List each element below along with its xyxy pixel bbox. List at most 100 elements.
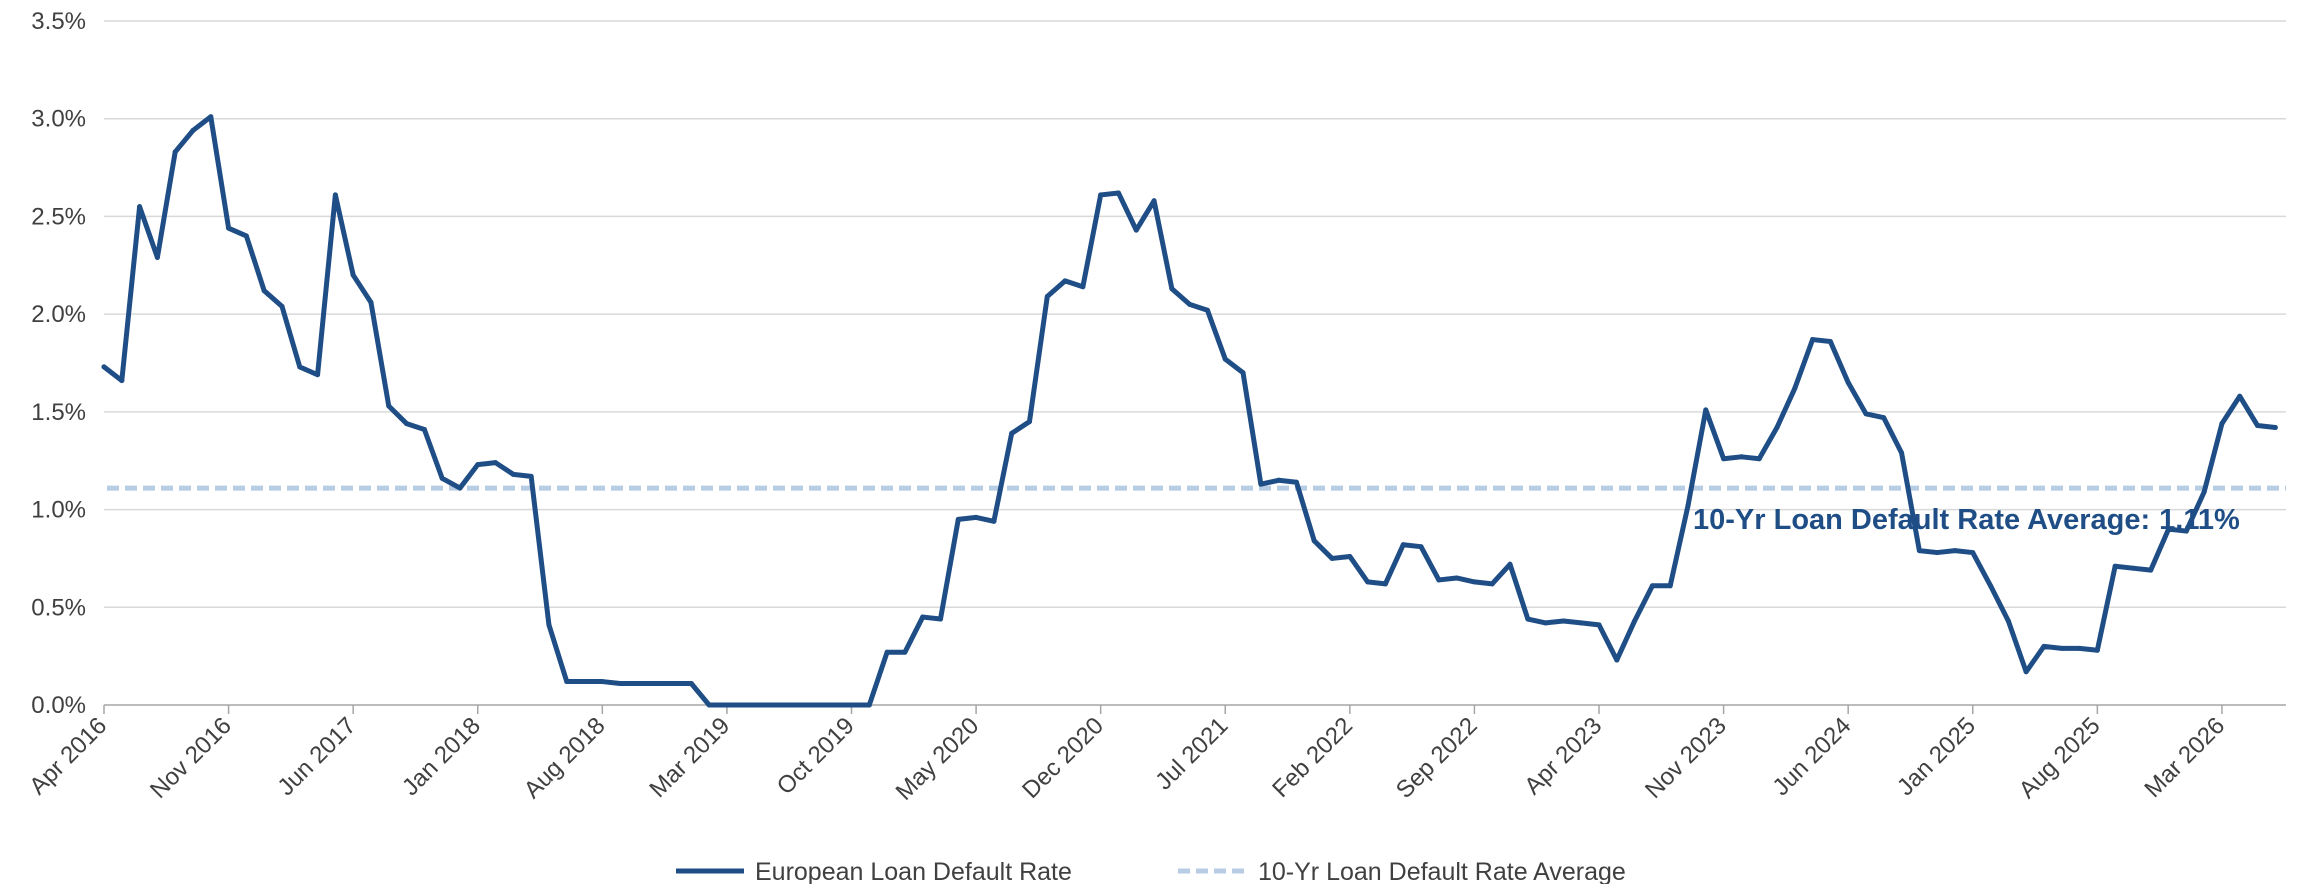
x-tick-label: Aug 2025 xyxy=(2014,712,2106,804)
data-point xyxy=(1276,477,1282,483)
data-point xyxy=(1187,301,1193,307)
data-point xyxy=(635,681,641,686)
data-point xyxy=(1240,370,1246,376)
annotation-group: 10-Yr Loan Default Rate Average: 1.11% xyxy=(1693,504,2240,536)
data-point xyxy=(653,681,659,686)
data-point xyxy=(866,702,872,708)
data-point xyxy=(1596,622,1602,628)
data-point xyxy=(475,462,481,468)
data-point xyxy=(2077,645,2083,651)
data-point xyxy=(1774,424,1780,430)
data-point xyxy=(1614,657,1620,663)
data-point xyxy=(1382,581,1388,587)
x-tick-label: Aug 2018 xyxy=(519,712,611,804)
data-point xyxy=(1009,430,1015,436)
data-point xyxy=(1738,454,1744,460)
data-point xyxy=(920,614,926,620)
data-point xyxy=(1436,577,1442,583)
x-tick-label: May 2020 xyxy=(891,712,985,806)
data-point xyxy=(1080,284,1086,290)
data-point xyxy=(2023,669,2029,675)
data-point xyxy=(991,518,997,524)
x-tick-label: Mar 2026 xyxy=(2139,712,2230,803)
data-point xyxy=(493,460,499,466)
data-point xyxy=(1311,538,1317,544)
data-point xyxy=(1204,307,1210,313)
data-point xyxy=(546,622,552,628)
x-tick-label: Jun 2024 xyxy=(1767,712,1856,801)
data-point xyxy=(368,299,374,305)
data-point xyxy=(1365,579,1371,585)
data-point xyxy=(243,233,249,239)
y-tick-label: 3.5% xyxy=(31,8,86,35)
data-point xyxy=(154,254,160,260)
average-annotation: 10-Yr Loan Default Rate Average: 1.11% xyxy=(1693,504,2240,536)
data-point xyxy=(564,679,570,685)
data-point xyxy=(279,303,285,309)
data-point xyxy=(510,471,516,477)
data-point xyxy=(2094,647,2100,653)
data-point xyxy=(1507,561,1513,567)
data-point xyxy=(2166,526,2172,532)
data-point xyxy=(1756,456,1762,462)
data-point xyxy=(1062,278,1068,284)
series-group xyxy=(101,114,2278,708)
data-point xyxy=(1026,419,1032,425)
data-point xyxy=(1400,542,1406,548)
data-point xyxy=(2148,567,2154,573)
data-point xyxy=(2041,643,2047,649)
data-point xyxy=(1899,450,1905,456)
data-point xyxy=(2219,421,2225,427)
data-point xyxy=(777,702,783,708)
data-point xyxy=(1632,618,1638,624)
x-tick-label: Feb 2022 xyxy=(1267,712,1358,803)
data-point xyxy=(297,364,303,370)
data-point xyxy=(1151,198,1157,204)
y-tick-label: 1.0% xyxy=(31,497,86,524)
y-tick-label: 3.0% xyxy=(31,106,86,133)
data-point xyxy=(2272,424,2278,430)
data-point xyxy=(1329,555,1335,561)
data-point xyxy=(332,192,338,198)
series-line-default-rate xyxy=(101,114,2278,708)
legend-label-default-rate: European Loan Default Rate xyxy=(755,858,1072,884)
data-point xyxy=(1578,620,1584,626)
data-point xyxy=(760,702,766,708)
data-point xyxy=(937,616,943,622)
data-point xyxy=(2130,565,2136,571)
data-point xyxy=(226,225,232,231)
x-tick-label: Jul 2021 xyxy=(1150,712,1233,795)
data-point xyxy=(2201,489,2207,495)
y-axis-tick-labels: 0.0% 0.5% 1.0% 1.5% 2.0% 2.5% 3.0% 3.5% xyxy=(31,8,86,719)
data-point xyxy=(955,516,961,522)
data-point xyxy=(1863,411,1869,417)
average-annotation-label: 10-Yr Loan Default Rate Average: xyxy=(1693,504,2150,536)
data-point xyxy=(599,679,605,685)
data-point xyxy=(1347,553,1353,559)
data-point xyxy=(386,403,392,409)
data-point xyxy=(261,288,267,294)
data-point xyxy=(1133,227,1139,233)
data-point xyxy=(795,702,801,708)
data-point xyxy=(2183,528,2189,534)
data-point xyxy=(813,702,819,708)
data-point xyxy=(101,364,107,370)
data-point xyxy=(1792,385,1798,391)
data-point xyxy=(528,473,534,479)
data-point xyxy=(973,514,979,520)
data-point xyxy=(671,681,677,686)
gridlines xyxy=(104,20,2286,609)
data-point xyxy=(1098,192,1104,198)
data-point xyxy=(1293,479,1299,485)
x-tick-label: Apr 2016 xyxy=(24,712,112,800)
data-point xyxy=(902,649,908,655)
data-point xyxy=(742,702,748,708)
data-point xyxy=(1222,356,1228,362)
x-axis: Apr 2016 Nov 2016 Jun 2017 Jan 2018 Aug 2018… xyxy=(24,704,2286,806)
data-point xyxy=(1543,620,1549,626)
data-point xyxy=(2255,423,2261,429)
data-point xyxy=(1721,456,1727,462)
data-point xyxy=(2005,618,2011,624)
x-tick-label: Sep 2022 xyxy=(1391,712,1483,804)
data-point xyxy=(119,378,125,384)
